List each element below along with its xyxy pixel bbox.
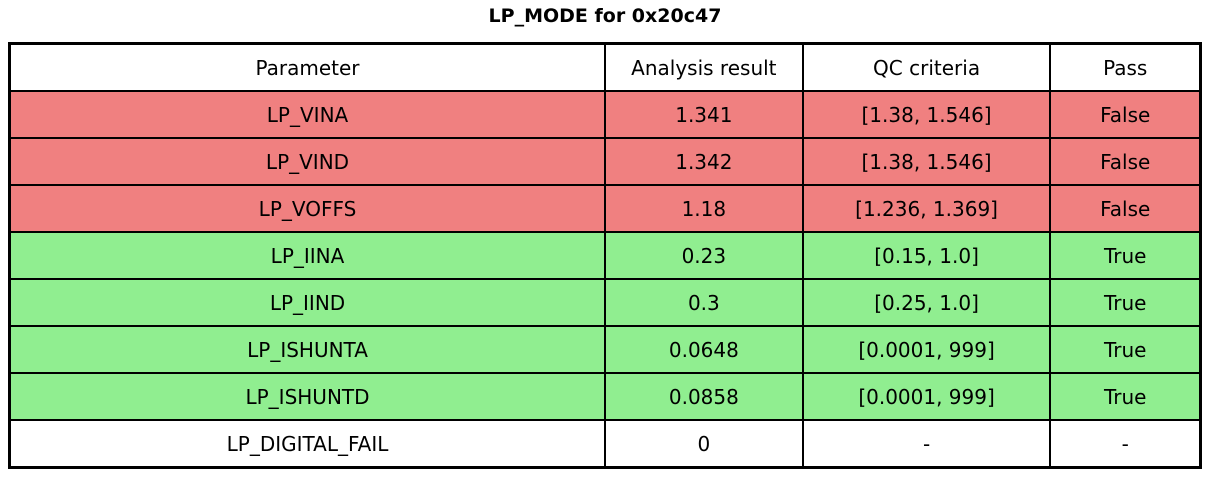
cell-qc-criteria: [0.0001, 999]	[801, 372, 1052, 421]
qc-results-table: Parameter Analysis result QC criteria Pa…	[8, 42, 1202, 469]
chart-title: LP_MODE for 0x20c47	[488, 5, 722, 27]
cell-qc-criteria: -	[801, 419, 1052, 469]
cell-analysis-result: 1.342	[604, 137, 804, 186]
cell-analysis-result: 0.0858	[604, 372, 804, 421]
cell-parameter: LP_IINA	[8, 231, 606, 280]
cell-pass: False	[1049, 137, 1202, 186]
col-header-qc-criteria: QC criteria	[801, 42, 1052, 92]
cell-analysis-result: 0	[604, 419, 804, 469]
header-row: Parameter Analysis result QC criteria Pa…	[8, 42, 1202, 92]
table-row: LP_VOFFS 1.18 [1.236, 1.369] False	[8, 184, 1202, 233]
cell-pass: False	[1049, 184, 1202, 233]
cell-parameter: LP_ISHUNTD	[8, 372, 606, 421]
table-row: LP_VIND 1.342 [1.38, 1.546] False	[8, 137, 1202, 186]
cell-qc-criteria: [1.38, 1.546]	[801, 90, 1052, 139]
cell-parameter: LP_VIND	[8, 137, 606, 186]
table-row: LP_DIGITAL_FAIL 0 - -	[8, 419, 1202, 469]
cell-parameter: LP_VOFFS	[8, 184, 606, 233]
cell-analysis-result: 1.18	[604, 184, 804, 233]
cell-pass: True	[1049, 278, 1202, 327]
cell-analysis-result: 1.341	[604, 90, 804, 139]
cell-parameter: LP_IIND	[8, 278, 606, 327]
col-header-pass: Pass	[1049, 42, 1202, 92]
cell-pass: True	[1049, 325, 1202, 374]
cell-analysis-result: 0.3	[604, 278, 804, 327]
cell-qc-criteria: [0.15, 1.0]	[801, 231, 1052, 280]
table-row: LP_VINA 1.341 [1.38, 1.546] False	[8, 90, 1202, 139]
cell-qc-criteria: [0.0001, 999]	[801, 325, 1052, 374]
cell-pass: True	[1049, 372, 1202, 421]
cell-parameter: LP_DIGITAL_FAIL	[8, 419, 606, 469]
cell-qc-criteria: [0.25, 1.0]	[801, 278, 1052, 327]
cell-pass: -	[1049, 419, 1202, 469]
cell-pass: False	[1049, 90, 1202, 139]
cell-qc-criteria: [1.38, 1.546]	[801, 137, 1052, 186]
table-row: LP_IIND 0.3 [0.25, 1.0] True	[8, 278, 1202, 327]
cell-analysis-result: 0.0648	[604, 325, 804, 374]
table-body: LP_VINA 1.341 [1.38, 1.546] False LP_VIN…	[8, 90, 1202, 469]
cell-analysis-result: 0.23	[604, 231, 804, 280]
table-row: LP_ISHUNTD 0.0858 [0.0001, 999] True	[8, 372, 1202, 421]
table-row: LP_IINA 0.23 [0.15, 1.0] True	[8, 231, 1202, 280]
cell-qc-criteria: [1.236, 1.369]	[801, 184, 1052, 233]
cell-pass: True	[1049, 231, 1202, 280]
table-row: LP_ISHUNTA 0.0648 [0.0001, 999] True	[8, 325, 1202, 374]
col-header-analysis-result: Analysis result	[604, 42, 804, 92]
cell-parameter: LP_ISHUNTA	[8, 325, 606, 374]
cell-parameter: LP_VINA	[8, 90, 606, 139]
col-header-parameter: Parameter	[8, 42, 606, 92]
